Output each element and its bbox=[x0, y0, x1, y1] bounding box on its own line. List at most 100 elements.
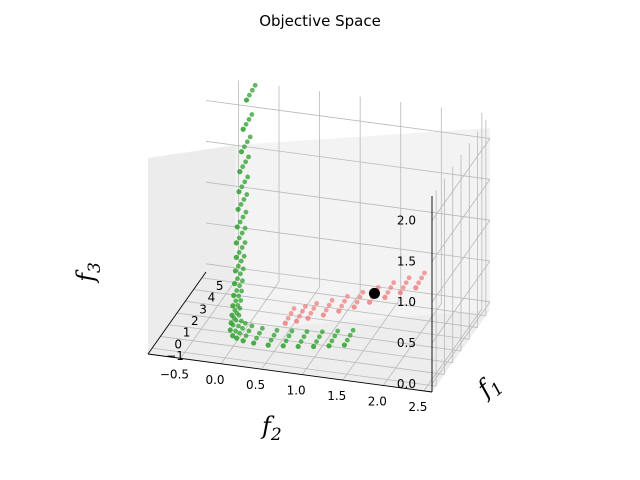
data-point bbox=[406, 275, 412, 281]
left-grid-f3 bbox=[431, 179, 491, 262]
floor-grid-f2 bbox=[261, 286, 320, 370]
data-point bbox=[235, 206, 241, 212]
data-point bbox=[283, 338, 289, 344]
f1-tick-label: 0 bbox=[174, 337, 182, 351]
f2-tick-label: 2.0 bbox=[368, 394, 387, 408]
data-point bbox=[354, 299, 360, 305]
data-point bbox=[227, 327, 233, 333]
data-point bbox=[239, 245, 245, 250]
data-point bbox=[234, 335, 240, 341]
data-point bbox=[236, 250, 242, 255]
data-point bbox=[246, 154, 251, 160]
data-point bbox=[240, 325, 245, 331]
scatter-points bbox=[227, 82, 427, 350]
f2-tick-label: 1.0 bbox=[287, 384, 306, 398]
data-point bbox=[259, 325, 265, 331]
highlight-point bbox=[368, 287, 380, 299]
data-point bbox=[241, 144, 247, 150]
data-point bbox=[388, 285, 394, 290]
f1-tick-label: 1 bbox=[183, 326, 191, 340]
f3-tick-label: 2.0 bbox=[397, 214, 416, 228]
f1-tick-label: 4 bbox=[208, 291, 216, 305]
back-grid-f3 bbox=[205, 181, 491, 221]
data-point bbox=[326, 343, 332, 349]
data-point bbox=[286, 333, 292, 339]
data-point bbox=[282, 320, 288, 326]
data-point bbox=[342, 298, 347, 304]
back-pane bbox=[234, 128, 490, 330]
data-point bbox=[237, 283, 242, 289]
f2-tick-label: 1.5 bbox=[327, 389, 346, 403]
f2-tick-label: 2.5 bbox=[408, 400, 427, 414]
left-grid-f3 bbox=[431, 301, 491, 385]
data-point bbox=[239, 230, 245, 236]
data-point bbox=[236, 312, 242, 318]
back-grid-f3 bbox=[205, 263, 491, 303]
f2-tick-label: 0.5 bbox=[246, 378, 265, 392]
data-point bbox=[319, 329, 325, 335]
data-point bbox=[238, 149, 245, 155]
data-point bbox=[241, 197, 247, 202]
data-point bbox=[350, 327, 356, 333]
data-point bbox=[244, 139, 250, 145]
data-point bbox=[241, 253, 247, 259]
data-point bbox=[233, 254, 239, 260]
data-point bbox=[366, 299, 373, 305]
data-point bbox=[252, 82, 258, 88]
data-point bbox=[247, 134, 253, 140]
data-point bbox=[240, 266, 246, 272]
data-point bbox=[257, 330, 262, 336]
data-point bbox=[336, 308, 342, 314]
data-point bbox=[243, 333, 249, 339]
f2-axis-label: f2 bbox=[260, 412, 282, 445]
data-point bbox=[240, 278, 245, 284]
data-point bbox=[243, 159, 249, 165]
data-point bbox=[243, 209, 249, 215]
data-point bbox=[233, 328, 238, 334]
data-point bbox=[233, 298, 239, 304]
data-point bbox=[237, 271, 243, 277]
data-point bbox=[240, 214, 246, 220]
left-grid-f3 bbox=[431, 138, 491, 221]
f1-axis-line bbox=[147, 271, 207, 355]
data-point bbox=[249, 87, 255, 93]
f3-axis-label: f3 bbox=[72, 262, 105, 284]
data-point bbox=[311, 306, 317, 311]
floor-grid-f1 bbox=[160, 336, 445, 375]
data-point bbox=[391, 280, 397, 286]
data-point bbox=[339, 303, 345, 309]
data-point bbox=[308, 310, 314, 316]
left-grid-f3 bbox=[431, 260, 491, 344]
axes-panes bbox=[148, 128, 490, 392]
data-point bbox=[240, 338, 246, 344]
data-point bbox=[234, 288, 240, 293]
data-point bbox=[239, 288, 244, 294]
data-point bbox=[251, 340, 257, 346]
data-point bbox=[314, 301, 320, 306]
data-point bbox=[234, 224, 240, 230]
f1-tick-label: −1 bbox=[166, 349, 184, 363]
data-point bbox=[300, 308, 305, 314]
data-point bbox=[326, 302, 332, 308]
data-point bbox=[329, 297, 335, 303]
data-point bbox=[236, 293, 242, 299]
data-point bbox=[320, 312, 326, 318]
data-point bbox=[230, 322, 236, 328]
f3-tick-label: 0.5 bbox=[397, 336, 416, 350]
data-point bbox=[416, 280, 422, 286]
floor-grid-f2 bbox=[220, 281, 280, 365]
data-point bbox=[249, 112, 255, 117]
data-point bbox=[236, 323, 241, 329]
data-point bbox=[295, 343, 301, 350]
data-point bbox=[268, 337, 274, 343]
data-point bbox=[289, 328, 295, 334]
data-point bbox=[413, 285, 419, 291]
chart-title: Objective Space bbox=[259, 12, 381, 30]
f2-tick-label: −0.5 bbox=[160, 367, 189, 381]
data-point bbox=[238, 258, 244, 264]
data-point bbox=[422, 270, 427, 276]
data-point bbox=[233, 240, 239, 246]
data-point bbox=[242, 179, 248, 185]
data-point bbox=[232, 268, 239, 274]
